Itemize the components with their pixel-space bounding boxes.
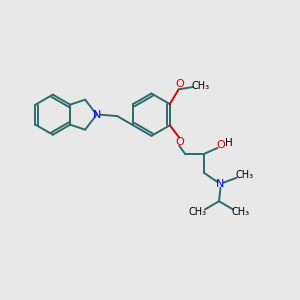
Text: O: O <box>176 137 184 147</box>
Text: N: N <box>216 179 225 189</box>
Text: CH₃: CH₃ <box>188 207 207 218</box>
Text: CH₃: CH₃ <box>192 81 210 91</box>
Text: O: O <box>175 79 184 89</box>
Text: N: N <box>92 110 101 120</box>
Text: H: H <box>225 138 233 148</box>
Text: O: O <box>216 140 225 150</box>
Text: CH₃: CH₃ <box>236 170 254 180</box>
Text: CH₃: CH₃ <box>231 207 250 218</box>
